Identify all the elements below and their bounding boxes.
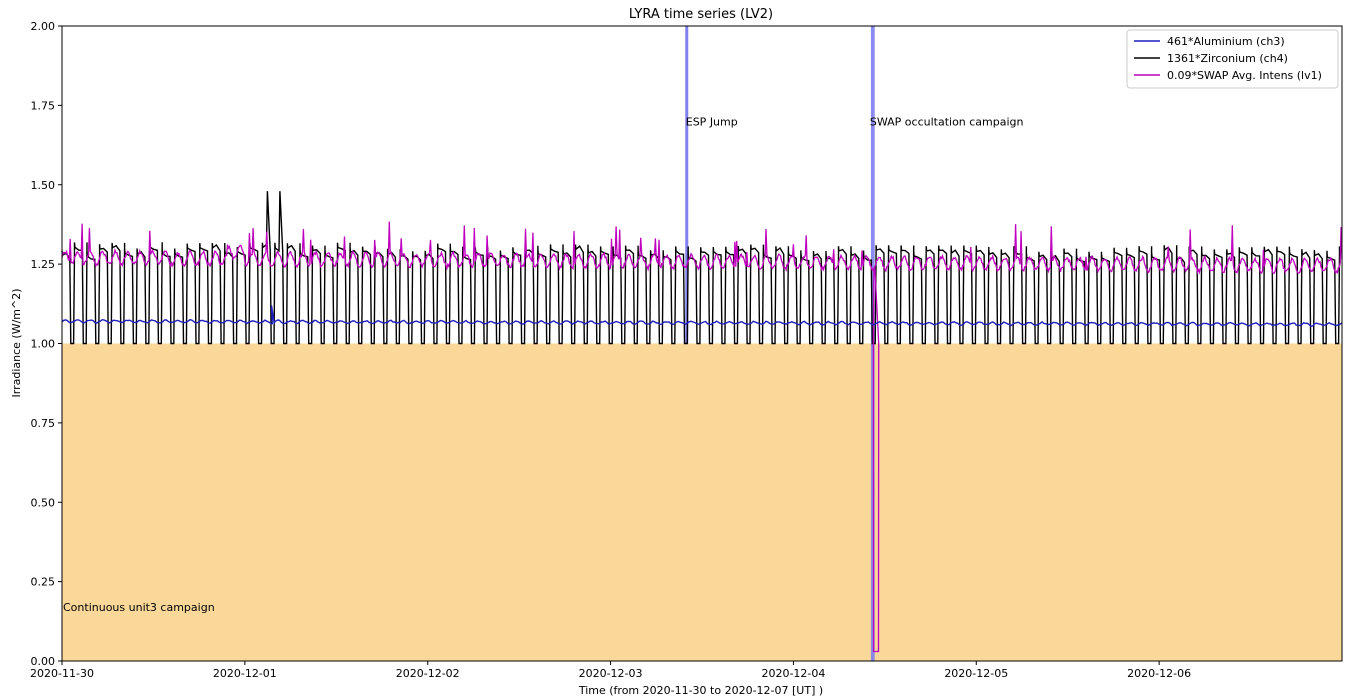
shaded-region-label: Continuous unit3 campaign [63, 601, 215, 614]
legend-entry-label: 0.09*SWAP Avg. Intens (lv1) [1167, 69, 1322, 82]
series-swap-line [61, 221, 1343, 653]
esp-jump-label: ESP Jump [686, 115, 738, 128]
x-tick-label: 2020-12-03 [579, 667, 643, 680]
campaign-shaded-region [62, 343, 1342, 661]
legend-entry-label: 1361*Zirconium (ch4) [1167, 52, 1288, 65]
esp-jump-marker [685, 26, 689, 344]
y-axis: 0.00 0.25 0.50 0.75 1.00 1.25 1.50 1.75 2.00 [31, 20, 62, 668]
x-tick-label: 2020-12-04 [761, 667, 825, 680]
legend-box [1126, 29, 1339, 89]
chart-title: LYRA time series (LV2) [629, 7, 773, 22]
series-aluminium-line [61, 305, 1343, 327]
swap-occultation-label: SWAP occultation campaign [870, 115, 1024, 128]
series-lines [61, 191, 1343, 653]
plot-area: Continuous unit3 campaign ESP Jump SWAP … [61, 25, 1343, 662]
y-tick-label: 1.75 [31, 99, 56, 112]
series-zirconium-line [61, 191, 1341, 345]
y-tick-label: 2.00 [31, 20, 56, 33]
y-tick-label: 0.50 [31, 496, 56, 509]
x-tick-label: 2020-12-02 [396, 667, 460, 680]
x-axis-label: Time (from 2020-11-30 to 2020-12-07 [UT]… [578, 684, 823, 697]
x-tick-label: 2020-12-05 [944, 667, 1008, 680]
y-tick-label: 1.00 [31, 338, 56, 351]
x-tick-label: 2020-11-30 [30, 667, 94, 680]
legend-entry-label: 461*Aluminium (ch3) [1167, 35, 1285, 48]
y-tick-label: 1.50 [31, 179, 56, 192]
y-axis-label: Irradiance (W/m^2) [10, 289, 23, 398]
y-tick-label: 1.25 [31, 258, 56, 271]
y-tick-label: 0.00 [31, 655, 56, 668]
y-tick-label: 0.25 [31, 576, 56, 589]
legend: 461*Aluminium (ch3) 1361*Zirconium (ch4) 0… [1126, 29, 1339, 89]
x-tick-label: 2020-12-06 [1127, 667, 1191, 680]
x-axis: 2020-11-30 2020-12-01 2020-12-02 2020-12-03… [30, 661, 1191, 680]
y-tick-label: 0.75 [31, 417, 56, 430]
x-tick-label: 2020-12-01 [213, 667, 277, 680]
